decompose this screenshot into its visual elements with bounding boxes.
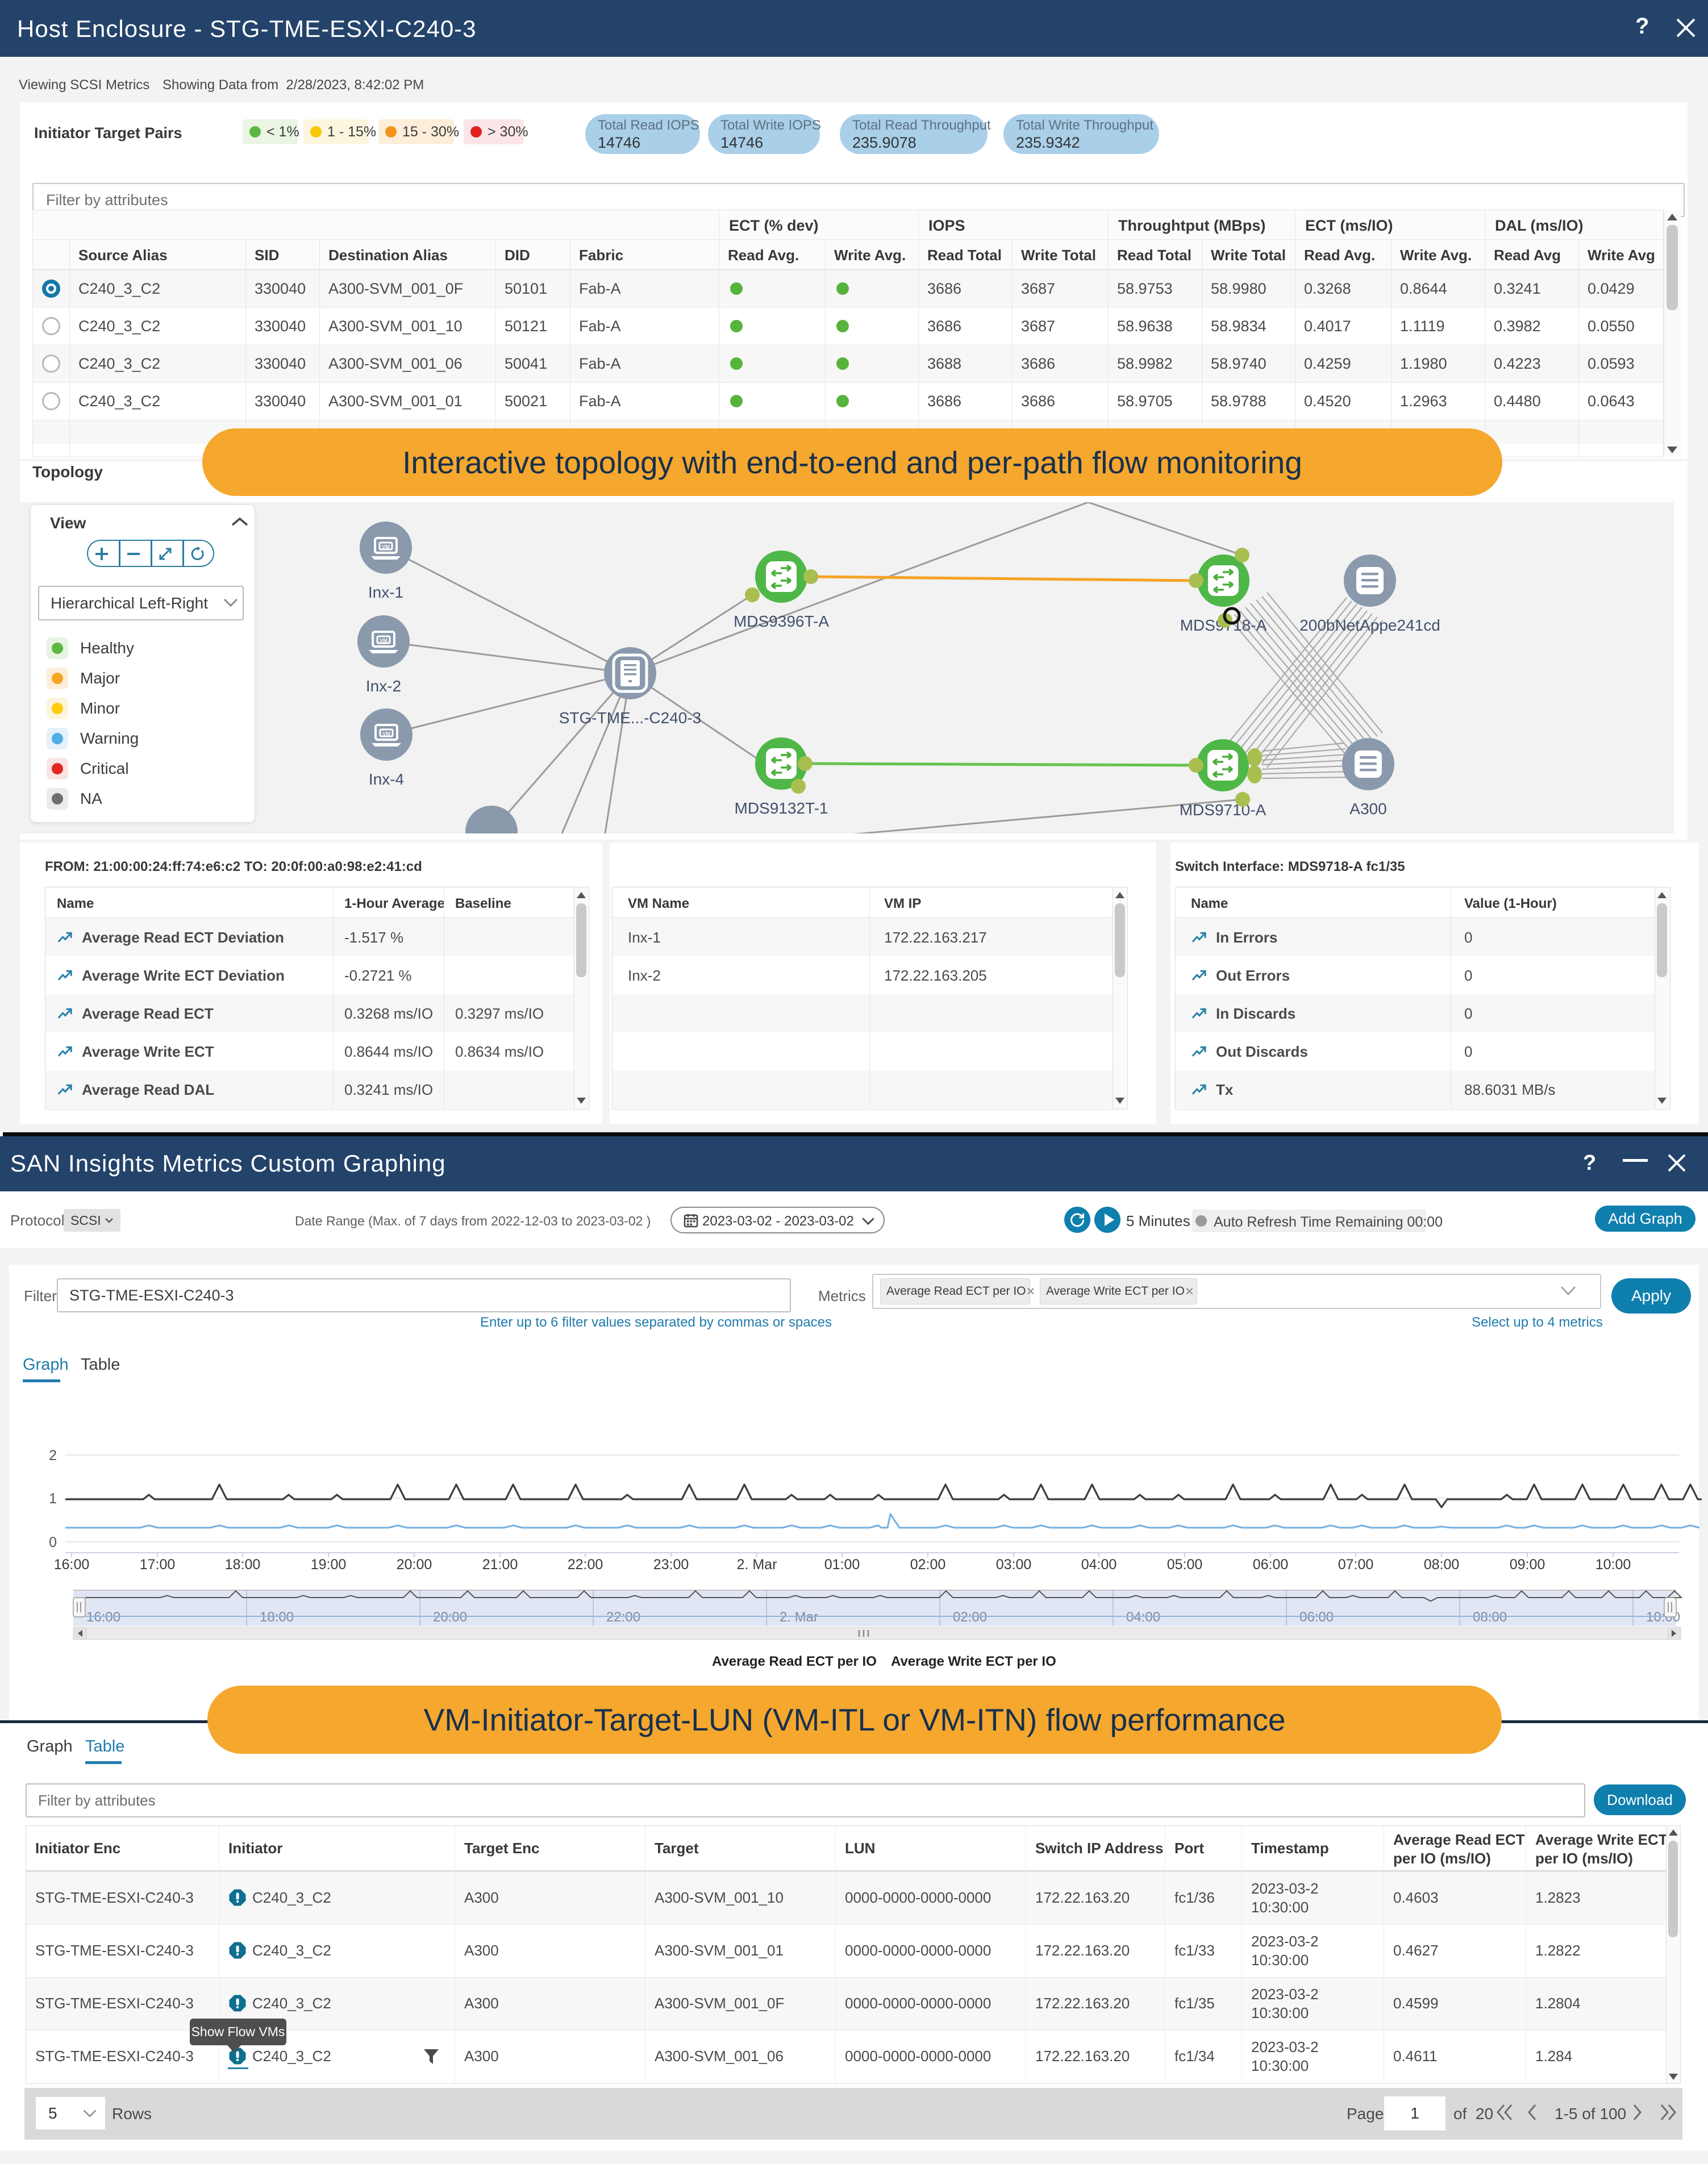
svg-text:17:00: 17:00 [140,1557,176,1573]
svg-text:08:00: 08:00 [1473,1610,1507,1625]
svg-text:200bNetAppe241cd: 200bNetAppe241cd [1299,616,1440,634]
svg-text:22:00: 22:00 [606,1610,640,1625]
svg-text:2: 2 [49,1448,57,1463]
svg-text:Average Read ECT per IO: Average Read ECT per IO [712,1654,877,1669]
svg-text:MDS9396T-A: MDS9396T-A [734,612,829,630]
svg-text:Inx-1: Inx-1 [368,583,403,601]
svg-text:Inx-4: Inx-4 [369,770,404,788]
svg-text:Average Write ECT per IO: Average Write ECT per IO [891,1654,1056,1669]
svg-text:16:00: 16:00 [86,1610,120,1625]
svg-text:MDS9132T-1: MDS9132T-1 [735,799,828,817]
svg-text:0: 0 [49,1535,57,1550]
svg-text:23:00: 23:00 [653,1557,689,1573]
svg-text:16:00: 16:00 [54,1557,90,1573]
svg-text:20:00: 20:00 [397,1557,432,1573]
svg-text:VM: VM [380,638,388,644]
svg-text:22:00: 22:00 [568,1557,603,1573]
svg-text:VM: VM [382,544,390,550]
svg-text:08:00: 08:00 [1424,1557,1460,1573]
svg-text:09:00: 09:00 [1510,1557,1545,1573]
svg-text:01:00: 01:00 [824,1557,860,1573]
svg-text:05:00: 05:00 [1167,1557,1203,1573]
svg-text:19:00: 19:00 [311,1557,347,1573]
svg-text:04:00: 04:00 [1081,1557,1117,1573]
svg-text:1: 1 [49,1491,57,1507]
svg-text:18:00: 18:00 [225,1557,261,1573]
svg-text:18:00: 18:00 [260,1610,294,1625]
svg-text:02:00: 02:00 [953,1610,987,1625]
svg-text:A300: A300 [1349,800,1386,818]
svg-text:07:00: 07:00 [1338,1557,1374,1573]
svg-text:21:00: 21:00 [482,1557,518,1573]
svg-text:STG-TME...-C240-3: STG-TME...-C240-3 [559,709,701,727]
svg-text:2. Mar: 2. Mar [737,1557,777,1573]
svg-text:MDS9710-A: MDS9710-A [1180,801,1267,819]
svg-text:02:00: 02:00 [910,1557,946,1573]
svg-text:10:00: 10:00 [1595,1557,1631,1573]
svg-text:03:00: 03:00 [996,1557,1032,1573]
svg-text:06:00: 06:00 [1253,1557,1289,1573]
svg-text:20:00: 20:00 [433,1610,467,1625]
svg-text:04:00: 04:00 [1126,1610,1160,1625]
svg-text:VM: VM [382,731,390,737]
svg-text:06:00: 06:00 [1299,1610,1334,1625]
svg-text:Inx-2: Inx-2 [366,677,401,695]
svg-text:2. Mar: 2. Mar [780,1610,818,1625]
